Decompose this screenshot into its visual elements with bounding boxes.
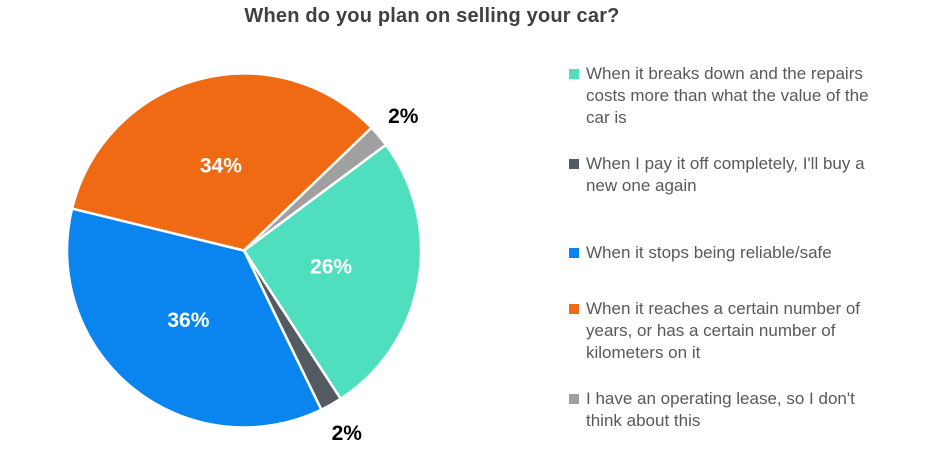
pie-data-label: 2% bbox=[332, 422, 363, 445]
pie-data-label: 2% bbox=[388, 105, 419, 128]
pie-chart-svg: 26% 2% 36% 34% 2% bbox=[65, 72, 423, 445]
legend-marker-icon bbox=[569, 158, 579, 169]
pie-slice[interactable] bbox=[242, 143, 423, 401]
chart-title: When do you plan on selling your car? bbox=[244, 5, 620, 27]
legend-slot: When it reaches a certain number of year… bbox=[569, 292, 913, 370]
legend-item[interactable]: When I pay it off completely, I'll buy a… bbox=[569, 153, 886, 197]
legend-item[interactable]: When it reaches a certain number of year… bbox=[569, 298, 886, 364]
legend-marker-icon bbox=[569, 304, 579, 315]
pie-data-label: 36% bbox=[167, 309, 209, 332]
legend-label: When it breaks down and the repairs cost… bbox=[586, 64, 869, 128]
legend-marker-icon bbox=[569, 69, 579, 80]
legend-slot: When it breaks down and the repairs cost… bbox=[569, 57, 913, 135]
legend-slot: When it stops being reliable/safe bbox=[569, 214, 913, 292]
legend-item[interactable]: When it breaks down and the repairs cost… bbox=[569, 63, 886, 129]
pie-slice[interactable] bbox=[65, 207, 323, 429]
pie-slice[interactable] bbox=[242, 126, 388, 252]
legend-marker-icon bbox=[569, 393, 579, 404]
pie-data-label: 34% bbox=[200, 155, 242, 178]
legend-item[interactable]: I have an operating lease, so I don't th… bbox=[569, 388, 886, 432]
legend-label: I have an operating lease, so I don't th… bbox=[586, 388, 855, 430]
legend-label: When it reaches a certain number of year… bbox=[586, 299, 861, 363]
legend-marker-icon bbox=[569, 248, 579, 259]
legend-item[interactable]: When it stops being reliable/safe bbox=[569, 242, 886, 264]
legend-label: When I pay it off completely, I'll buy a… bbox=[586, 153, 865, 195]
legend: When it breaks down and the repairs cost… bbox=[569, 57, 913, 449]
legend-label: When it stops being reliable/safe bbox=[586, 243, 832, 263]
legend-slot: When I pay it off completely, I'll buy a… bbox=[569, 135, 913, 213]
legend-slot: I have an operating lease, so I don't th… bbox=[569, 371, 913, 449]
pie-slice[interactable] bbox=[70, 72, 373, 252]
pie-data-label: 26% bbox=[310, 256, 352, 279]
